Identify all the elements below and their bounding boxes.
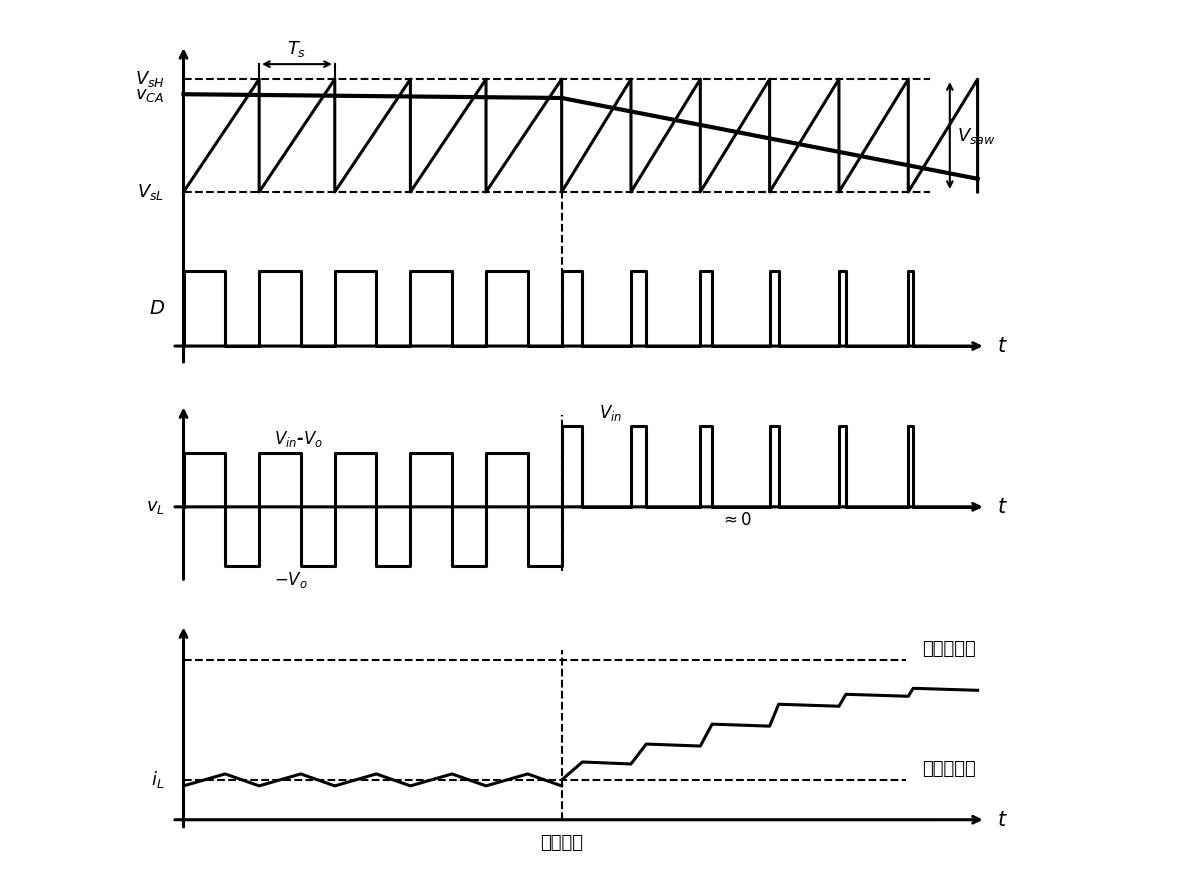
Text: $v_L$: $v_L$ — [146, 498, 165, 516]
Text: $v_{CA}$: $v_{CA}$ — [136, 86, 165, 104]
Text: $t$: $t$ — [997, 336, 1008, 356]
Text: $t$: $t$ — [997, 496, 1008, 517]
Text: $D$: $D$ — [149, 299, 165, 318]
Text: 短路限流値: 短路限流値 — [922, 641, 976, 658]
Text: $\approx$0: $\approx$0 — [719, 511, 751, 528]
Text: $-V_o$: $-V_o$ — [275, 570, 308, 590]
Text: $T_s$: $T_s$ — [288, 39, 307, 58]
Text: $V_{sH}$: $V_{sH}$ — [134, 69, 165, 89]
Text: $t$: $t$ — [997, 810, 1008, 830]
Text: 短路时刻: 短路时刻 — [540, 834, 584, 851]
Text: $i_L$: $i_L$ — [151, 769, 165, 790]
Text: $V_{in}$: $V_{in}$ — [599, 403, 623, 423]
Text: 稳态电流値: 稳态电流値 — [922, 760, 976, 778]
Text: $V_{saw}$: $V_{saw}$ — [957, 126, 996, 145]
Text: $V_{sL}$: $V_{sL}$ — [138, 182, 165, 202]
Text: $V_{in}$-$V_o$: $V_{in}$-$V_o$ — [275, 428, 323, 449]
